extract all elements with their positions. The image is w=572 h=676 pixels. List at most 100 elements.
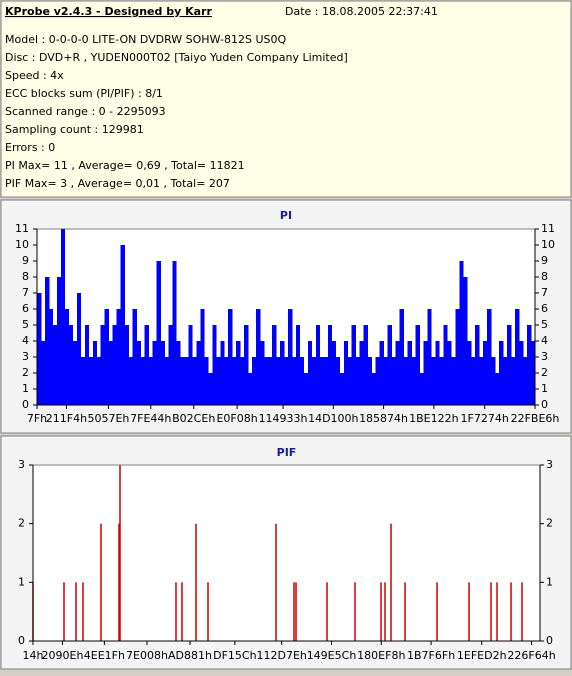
x-tick-label: 2090Eh: [42, 649, 84, 662]
pi-bar: [40, 341, 46, 405]
pi-bar: [387, 325, 392, 405]
y-tick-label: 0: [18, 634, 25, 647]
pi-bar: [108, 341, 113, 405]
pi-bar: [287, 309, 293, 405]
pi-bar: [531, 341, 536, 405]
y-tick-label-right: 10: [541, 238, 555, 251]
pi-bar: [48, 309, 54, 405]
x-tick-label: 7E008h: [126, 649, 168, 662]
pi-bar: [276, 357, 281, 405]
pi-bar: [471, 357, 476, 405]
x-tick-label: 7Fh: [27, 412, 47, 425]
pi-bar: [475, 325, 480, 405]
pi-bar: [507, 325, 512, 405]
pi-bar: [188, 325, 193, 405]
pi-bar: [427, 309, 432, 405]
pi-bar: [72, 341, 78, 405]
plot-area: [32, 464, 541, 642]
pi-bar: [363, 325, 368, 405]
pi-bar: [523, 357, 528, 405]
scan-date: Date : 18.08.2005 22:37:41: [285, 5, 438, 18]
pi-bar: [295, 325, 301, 405]
pi-bar: [120, 245, 125, 405]
info-panel: [0, 0, 572, 198]
pi-bar: [447, 341, 452, 405]
x-tick-label: 112D7Eh: [256, 649, 306, 662]
pi-bar: [455, 309, 460, 405]
pi-bar: [208, 373, 213, 405]
pi-bar: [359, 341, 364, 405]
pi-bar: [232, 357, 237, 405]
pi-bar: [220, 341, 225, 405]
info-line: Scanned range : 0 - 2295093: [5, 105, 166, 118]
y-tick-label-right: 3: [541, 350, 548, 363]
pi-bar: [216, 357, 221, 405]
y-tick-label: 3: [22, 350, 29, 363]
pi-bar: [367, 357, 372, 405]
x-tick-label: 7FE44h: [130, 412, 171, 425]
pi-bar: [379, 341, 384, 405]
y-tick-label-right: 1: [546, 575, 553, 588]
y-tick-label-right: 9: [541, 254, 548, 267]
pi-bar: [331, 341, 337, 405]
pi-bar: [391, 357, 396, 405]
pi-bar: [80, 357, 86, 405]
pi-bar: [132, 309, 137, 405]
x-tick-label: DF15Ch: [213, 649, 256, 662]
pi-bar: [435, 341, 440, 405]
y-tick-label-right: 3: [546, 458, 553, 471]
info-line: Speed : 4x: [5, 69, 64, 82]
pi-bar: [112, 325, 117, 405]
pi-bar: [495, 373, 500, 405]
pi-bar: [463, 277, 468, 405]
x-tick-label: 211F4h: [46, 412, 87, 425]
info-line: PIF Max= 3 , Average= 0,01 , Total= 207: [5, 177, 230, 190]
pi-bar: [307, 341, 313, 405]
pi-bar: [291, 357, 297, 405]
pi-bar: [172, 261, 177, 405]
pi-bar: [240, 357, 245, 405]
y-tick-label: 6: [22, 302, 29, 315]
pi-bar: [280, 341, 285, 405]
y-tick-label-right: 7: [541, 286, 548, 299]
y-tick-label-right: 11: [541, 222, 555, 235]
pi-bar: [236, 341, 241, 405]
y-tick-label: 2: [22, 366, 29, 379]
pi-bar: [343, 341, 349, 405]
pi-bar: [431, 357, 436, 405]
pi-bar: [499, 341, 504, 405]
x-tick-label: 22FBE6h: [511, 412, 560, 425]
info-line: ECC blocks sum (PI/PIF) : 8/1: [5, 87, 163, 100]
pi-bar: [88, 357, 94, 405]
pi-bar: [140, 357, 145, 405]
pi-bar: [44, 277, 50, 405]
pi-bar: [200, 309, 205, 405]
y-tick-label: 3: [18, 458, 25, 471]
chart-title: PIF: [277, 446, 297, 459]
pi-bar: [335, 357, 341, 405]
pi-bar: [192, 357, 197, 405]
pi-bar: [148, 357, 153, 405]
info-line: Sampling count : 129981: [5, 123, 144, 136]
pi-bar: [443, 325, 448, 405]
pi-bar: [144, 325, 149, 405]
pi-bar: [168, 325, 173, 405]
y-tick-label: 11: [15, 222, 29, 235]
pi-bar: [100, 325, 106, 405]
pi-bar: [52, 325, 58, 405]
pi-bar: [92, 341, 98, 405]
y-tick-label: 7: [22, 286, 29, 299]
pi-bar: [323, 357, 329, 405]
pi-bar: [204, 357, 209, 405]
info-line: Model : 0-0-0-0 LITE-ON DVDRW SOHW-812S …: [5, 33, 286, 46]
x-tick-label: 5057Eh: [87, 412, 129, 425]
info-line: PI Max= 11 , Average= 0,69 , Total= 1182…: [5, 159, 245, 172]
pi-bar: [415, 325, 420, 405]
pi-bar: [56, 277, 62, 405]
y-tick-label-right: 2: [546, 517, 553, 530]
y-tick-label: 10: [15, 238, 29, 251]
x-tick-label: 4EE1Fh: [84, 649, 125, 662]
pi-bar: [403, 357, 408, 405]
